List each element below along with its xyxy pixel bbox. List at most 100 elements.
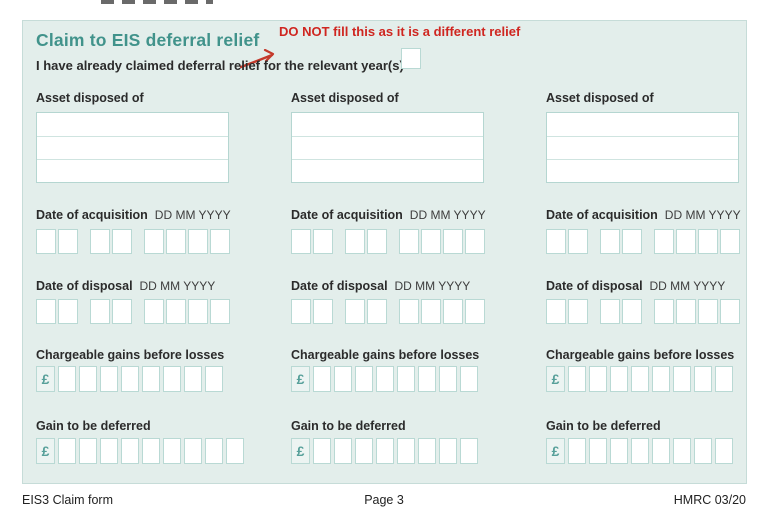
chargeable-gains-digit-box[interactable] (313, 366, 331, 392)
gain-deferred-digit-box[interactable] (121, 438, 139, 464)
chargeable-gains-digit-box[interactable] (79, 366, 97, 392)
chargeable-gains-digit-box[interactable] (631, 366, 649, 392)
disposal-day-box[interactable] (568, 299, 588, 324)
acquisition-day-box[interactable] (568, 229, 588, 254)
gain-deferred-digit-box[interactable] (142, 438, 160, 464)
acquisition-year-box[interactable] (399, 229, 419, 254)
chargeable-gains-digit-box[interactable] (376, 366, 394, 392)
disposal-month-box[interactable] (622, 299, 642, 324)
chargeable-gains-digit-box[interactable] (397, 366, 415, 392)
gain-deferred-digit-box[interactable] (397, 438, 415, 464)
asset-disposed-line[interactable] (37, 113, 228, 136)
acquisition-year-box[interactable] (188, 229, 208, 254)
acquisition-day-box[interactable] (313, 229, 333, 254)
chargeable-gains-digit-box[interactable] (100, 366, 118, 392)
disposal-year-box[interactable] (210, 299, 230, 324)
gain-deferred-digit-box[interactable] (58, 438, 76, 464)
disposal-year-box[interactable] (188, 299, 208, 324)
disposal-month-box[interactable] (90, 299, 110, 324)
acquisition-month-box[interactable] (622, 229, 642, 254)
chargeable-gains-digit-box[interactable] (121, 366, 139, 392)
gain-deferred-digit-box[interactable] (226, 438, 244, 464)
acquisition-year-box[interactable] (465, 229, 485, 254)
acquisition-day-box[interactable] (36, 229, 56, 254)
acquisition-year-box[interactable] (720, 229, 740, 254)
chargeable-gains-digit-box[interactable] (460, 366, 478, 392)
gain-deferred-digit-box[interactable] (652, 438, 670, 464)
asset-disposed-line[interactable] (292, 113, 483, 136)
gain-deferred-digit-box[interactable] (460, 438, 478, 464)
disposal-year-box[interactable] (443, 299, 463, 324)
chargeable-gains-digit-box[interactable] (652, 366, 670, 392)
disposal-month-box[interactable] (600, 299, 620, 324)
chargeable-gains-digit-box[interactable] (184, 366, 202, 392)
chargeable-gains-digit-box[interactable] (568, 366, 586, 392)
gain-deferred-digit-box[interactable] (355, 438, 373, 464)
disposal-year-box[interactable] (421, 299, 441, 324)
chargeable-gains-digit-box[interactable] (163, 366, 181, 392)
disposal-year-box[interactable] (676, 299, 696, 324)
chargeable-gains-digit-box[interactable] (58, 366, 76, 392)
chargeable-gains-digit-box[interactable] (715, 366, 733, 392)
gain-deferred-digit-box[interactable] (334, 438, 352, 464)
disposal-year-box[interactable] (465, 299, 485, 324)
disposal-day-box[interactable] (546, 299, 566, 324)
acquisition-year-box[interactable] (676, 229, 696, 254)
gain-deferred-digit-box[interactable] (418, 438, 436, 464)
acquisition-year-box[interactable] (166, 229, 186, 254)
gain-deferred-digit-box[interactable] (313, 438, 331, 464)
disposal-year-box[interactable] (399, 299, 419, 324)
gain-deferred-digit-box[interactable] (100, 438, 118, 464)
gain-deferred-digit-box[interactable] (376, 438, 394, 464)
chargeable-gains-digit-box[interactable] (610, 366, 628, 392)
acquisition-month-box[interactable] (600, 229, 620, 254)
disposal-year-box[interactable] (698, 299, 718, 324)
gain-deferred-digit-box[interactable] (610, 438, 628, 464)
disposal-day-box[interactable] (313, 299, 333, 324)
disposal-year-box[interactable] (720, 299, 740, 324)
acquisition-year-box[interactable] (698, 229, 718, 254)
acquisition-day-box[interactable] (58, 229, 78, 254)
chargeable-gains-digit-box[interactable] (694, 366, 712, 392)
acquisition-year-box[interactable] (144, 229, 164, 254)
chargeable-gains-digit-box[interactable] (589, 366, 607, 392)
gain-deferred-digit-box[interactable] (673, 438, 691, 464)
chargeable-gains-digit-box[interactable] (418, 366, 436, 392)
acquisition-day-box[interactable] (291, 229, 311, 254)
asset-disposed-line[interactable] (547, 159, 738, 182)
chargeable-gains-digit-box[interactable] (439, 366, 457, 392)
gain-deferred-digit-box[interactable] (79, 438, 97, 464)
gain-deferred-digit-box[interactable] (205, 438, 223, 464)
disposal-year-box[interactable] (144, 299, 164, 324)
asset-disposed-line[interactable] (37, 136, 228, 159)
disposal-day-box[interactable] (58, 299, 78, 324)
acquisition-year-box[interactable] (654, 229, 674, 254)
gain-deferred-digit-box[interactable] (589, 438, 607, 464)
acquisition-day-box[interactable] (546, 229, 566, 254)
acquisition-year-box[interactable] (443, 229, 463, 254)
disposal-day-box[interactable] (291, 299, 311, 324)
acquisition-year-box[interactable] (210, 229, 230, 254)
chargeable-gains-digit-box[interactable] (673, 366, 691, 392)
disposal-year-box[interactable] (166, 299, 186, 324)
gain-deferred-digit-box[interactable] (631, 438, 649, 464)
gain-deferred-digit-box[interactable] (715, 438, 733, 464)
disposal-year-box[interactable] (654, 299, 674, 324)
asset-disposed-line[interactable] (37, 159, 228, 182)
chargeable-gains-digit-box[interactable] (334, 366, 352, 392)
acquisition-month-box[interactable] (367, 229, 387, 254)
disposal-month-box[interactable] (367, 299, 387, 324)
already-claimed-checkbox[interactable] (401, 48, 421, 69)
chargeable-gains-digit-box[interactable] (355, 366, 373, 392)
acquisition-year-box[interactable] (421, 229, 441, 254)
gain-deferred-digit-box[interactable] (163, 438, 181, 464)
disposal-day-box[interactable] (36, 299, 56, 324)
asset-disposed-line[interactable] (292, 136, 483, 159)
asset-disposed-line[interactable] (547, 113, 738, 136)
chargeable-gains-digit-box[interactable] (205, 366, 223, 392)
asset-disposed-line[interactable] (547, 136, 738, 159)
acquisition-month-box[interactable] (112, 229, 132, 254)
acquisition-month-box[interactable] (90, 229, 110, 254)
gain-deferred-digit-box[interactable] (439, 438, 457, 464)
acquisition-month-box[interactable] (345, 229, 365, 254)
